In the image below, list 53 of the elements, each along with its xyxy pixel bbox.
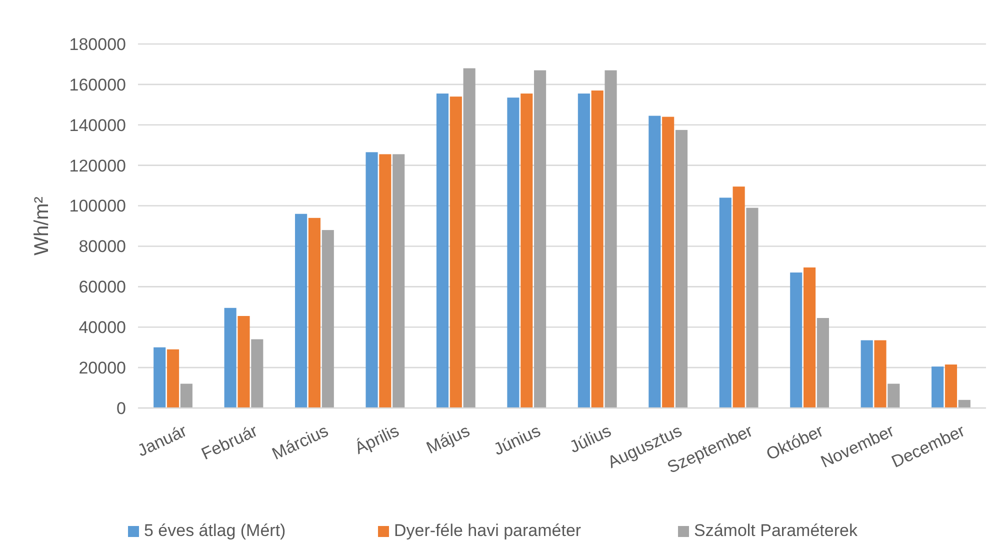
legend-label: 5 éves átlag (Mért): [144, 521, 286, 540]
bar: [322, 230, 334, 408]
bar: [251, 339, 264, 408]
bar: [463, 68, 476, 408]
bar: [507, 98, 520, 408]
bar: [392, 154, 405, 408]
y-tick-label: 140000: [69, 116, 126, 135]
y-tick-label: 120000: [69, 156, 126, 176]
bar: [520, 94, 533, 408]
bar: [932, 366, 944, 408]
y-tick-label: 40000: [78, 318, 126, 338]
bar: [874, 340, 886, 408]
y-tick-label: 0: [116, 398, 126, 418]
legend-label: Dyer-féle havi paraméter: [394, 521, 582, 540]
bar: [732, 186, 745, 408]
bar: [816, 318, 829, 408]
bar: [648, 116, 661, 408]
bar: [944, 364, 958, 408]
bar: [578, 94, 590, 408]
bar: [379, 154, 392, 408]
y-tick-label: 160000: [69, 75, 126, 94]
bar: [675, 130, 688, 408]
x-tick-label: Június: [490, 421, 544, 460]
y-tick-label: 180000: [69, 34, 126, 54]
x-tick-label: Április: [352, 421, 402, 458]
bar: [804, 267, 816, 408]
bar: [604, 70, 617, 408]
bar: [860, 340, 873, 408]
bar: [450, 96, 462, 408]
y-tick-label: 60000: [78, 278, 126, 297]
bar: [888, 384, 900, 408]
bar: [746, 208, 758, 408]
bar: [224, 308, 236, 408]
y-tick-label: 80000: [78, 237, 126, 256]
y-tick-label: 100000: [69, 196, 126, 216]
legend-label: Számolt Paraméterek: [694, 521, 858, 540]
bar: [166, 349, 180, 408]
y-tick-label: 20000: [78, 358, 126, 378]
bar: [591, 90, 604, 408]
bar: [436, 94, 449, 408]
bar: [719, 198, 732, 408]
bar: [238, 316, 250, 408]
bar: [154, 347, 166, 408]
bar: [180, 384, 192, 408]
bar: [295, 214, 308, 408]
bar: [662, 116, 674, 408]
bar: [308, 218, 320, 408]
bar: [366, 152, 378, 408]
bar: [534, 70, 546, 408]
bar: [790, 272, 802, 408]
y-axis-title: Wh/m²: [31, 196, 53, 256]
bar: [958, 400, 970, 408]
x-tick-label: Május: [423, 421, 473, 458]
